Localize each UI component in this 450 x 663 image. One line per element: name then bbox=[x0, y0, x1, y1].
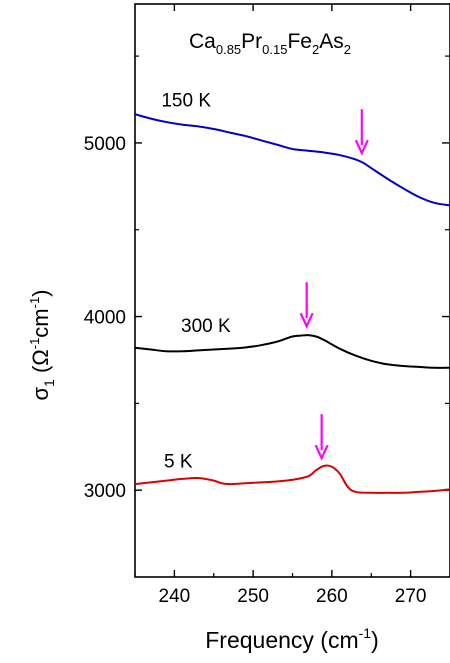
title-part: Ca bbox=[189, 30, 216, 53]
y-tick-label: 4000 bbox=[84, 308, 126, 329]
series-line-1 bbox=[134, 334, 450, 369]
title-part: 0.85 bbox=[216, 42, 241, 57]
series-line-0 bbox=[134, 113, 450, 207]
y-tick-label: 3000 bbox=[84, 481, 126, 502]
y-axis-label: σ1 (Ω-1cm-1) bbox=[27, 289, 57, 400]
x-axis-label: Frequency (cm-1) bbox=[205, 625, 379, 653]
x-tick-label: 270 bbox=[395, 586, 427, 607]
arrow-head bbox=[354, 139, 369, 156]
series-label: 300 K bbox=[181, 316, 231, 337]
arrow-head bbox=[299, 312, 314, 329]
title-part: Fe bbox=[287, 30, 312, 53]
x-tick-label: 240 bbox=[159, 586, 191, 607]
chart-title: Ca0.85Pr0.15Fe2As2 bbox=[189, 30, 351, 57]
arrow-layer bbox=[299, 109, 369, 461]
y-tick-label: 5000 bbox=[84, 134, 126, 155]
title-part: 2 bbox=[312, 42, 319, 57]
title-part: Pr bbox=[241, 30, 262, 53]
series-line-2 bbox=[134, 464, 450, 494]
title-part: 0.15 bbox=[262, 42, 287, 57]
x-tick-label: 260 bbox=[316, 586, 348, 607]
label-layer: 150 K 300 K 5 K bbox=[161, 90, 231, 472]
title-part: As bbox=[319, 30, 344, 53]
series-layer bbox=[134, 113, 450, 494]
arrow-head bbox=[314, 444, 329, 461]
axis-ticks: 240 250 260 270 3000 4000 5000 bbox=[84, 4, 450, 607]
series-label: 150 K bbox=[161, 90, 211, 111]
x-tick-label: 250 bbox=[237, 586, 269, 607]
title-part: 2 bbox=[344, 42, 351, 57]
series-label: 5 K bbox=[164, 452, 193, 473]
